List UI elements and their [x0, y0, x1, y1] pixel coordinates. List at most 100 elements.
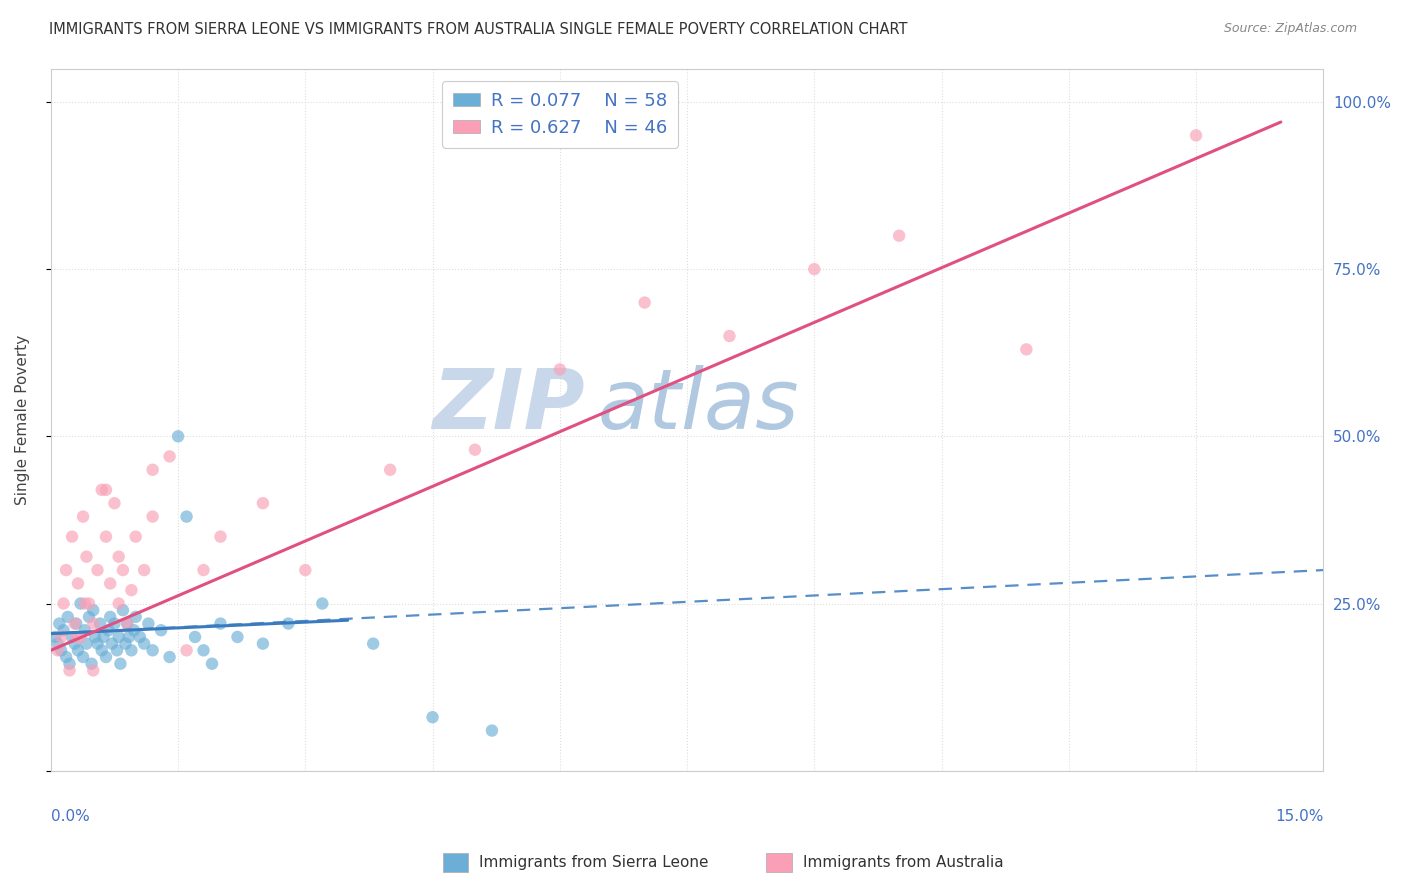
Point [60, 530, 83, 544]
Point [75, 637, 97, 651]
Point [105, 643, 128, 657]
Point [122, 624, 145, 638]
Point [481, 723, 503, 738]
Legend: R = 0.077    N = 58, R = 0.627    N = 46: R = 0.077 N = 58, R = 0.627 N = 46 [441, 81, 678, 148]
Point [115, 616, 138, 631]
Point [1185, 128, 1208, 143]
Point [201, 657, 224, 671]
Point [176, 643, 198, 657]
Y-axis label: Single Female Poverty: Single Female Poverty [15, 334, 30, 505]
Point [55, 563, 77, 577]
Point [48, 616, 70, 631]
Text: Immigrants from Australia: Immigrants from Australia [803, 855, 1004, 870]
Point [124, 610, 146, 624]
Point [159, 450, 181, 464]
Point [49, 630, 72, 644]
Point [77, 597, 100, 611]
Point [69, 630, 91, 644]
Point [252, 637, 274, 651]
Point [277, 616, 299, 631]
Point [97, 624, 120, 638]
Point [63, 616, 86, 631]
Point [73, 597, 96, 611]
Point [378, 463, 401, 477]
Point [422, 710, 444, 724]
Text: Source: ZipAtlas.com: Source: ZipAtlas.com [1223, 22, 1357, 36]
Point [159, 650, 181, 665]
Point [66, 643, 89, 657]
Point [115, 616, 138, 631]
Point [46, 637, 69, 651]
Point [142, 509, 165, 524]
Point [56, 610, 79, 624]
Point [114, 637, 136, 651]
Point [209, 616, 232, 631]
Point [65, 616, 87, 631]
Text: atlas: atlas [598, 365, 800, 446]
Point [94, 650, 117, 665]
Point [633, 295, 655, 310]
Point [120, 643, 142, 657]
Point [138, 616, 160, 631]
Point [111, 563, 134, 577]
Point [52, 624, 75, 638]
Point [129, 630, 152, 644]
Point [75, 549, 97, 564]
Point [86, 563, 108, 577]
Point [94, 483, 117, 497]
Point [101, 637, 124, 651]
Point [111, 603, 134, 617]
Point [252, 496, 274, 510]
Point [90, 483, 112, 497]
Point [72, 650, 94, 665]
Point [52, 597, 75, 611]
Point [58, 657, 80, 671]
Point [44, 630, 66, 644]
Point [124, 530, 146, 544]
Text: ZIP: ZIP [433, 365, 585, 446]
Point [89, 616, 111, 631]
Point [84, 630, 107, 644]
Point [90, 643, 112, 657]
Point [209, 530, 232, 544]
Point [98, 576, 121, 591]
Point [86, 637, 108, 651]
Point [548, 362, 571, 376]
Point [887, 228, 910, 243]
Point [118, 630, 141, 644]
Point [98, 610, 121, 624]
Point [73, 624, 96, 638]
Text: 15.0%: 15.0% [1275, 809, 1323, 824]
Point [150, 624, 173, 638]
Point [226, 630, 249, 644]
Point [63, 637, 86, 651]
Point [142, 463, 165, 477]
Point [94, 530, 117, 544]
Point [107, 549, 129, 564]
Point [77, 610, 100, 624]
Text: 0.0%: 0.0% [51, 809, 90, 824]
Point [93, 630, 115, 644]
Point [1015, 343, 1038, 357]
Point [55, 650, 77, 665]
Point [103, 496, 125, 510]
Point [103, 616, 125, 631]
Point [80, 657, 103, 671]
Point [82, 664, 104, 678]
Point [82, 603, 104, 617]
Point [134, 637, 156, 651]
Point [46, 643, 69, 657]
Point [72, 509, 94, 524]
Point [193, 643, 215, 657]
Point [294, 563, 316, 577]
Point [803, 262, 825, 277]
Point [49, 643, 72, 657]
Point [120, 583, 142, 598]
Text: IMMIGRANTS FROM SIERRA LEONE VS IMMIGRANTS FROM AUSTRALIA SINGLE FEMALE POVERTY : IMMIGRANTS FROM SIERRA LEONE VS IMMIGRAN… [49, 22, 908, 37]
Point [60, 630, 83, 644]
Point [176, 509, 198, 524]
Point [311, 597, 333, 611]
Point [110, 657, 132, 671]
Point [65, 630, 87, 644]
Point [167, 429, 190, 443]
